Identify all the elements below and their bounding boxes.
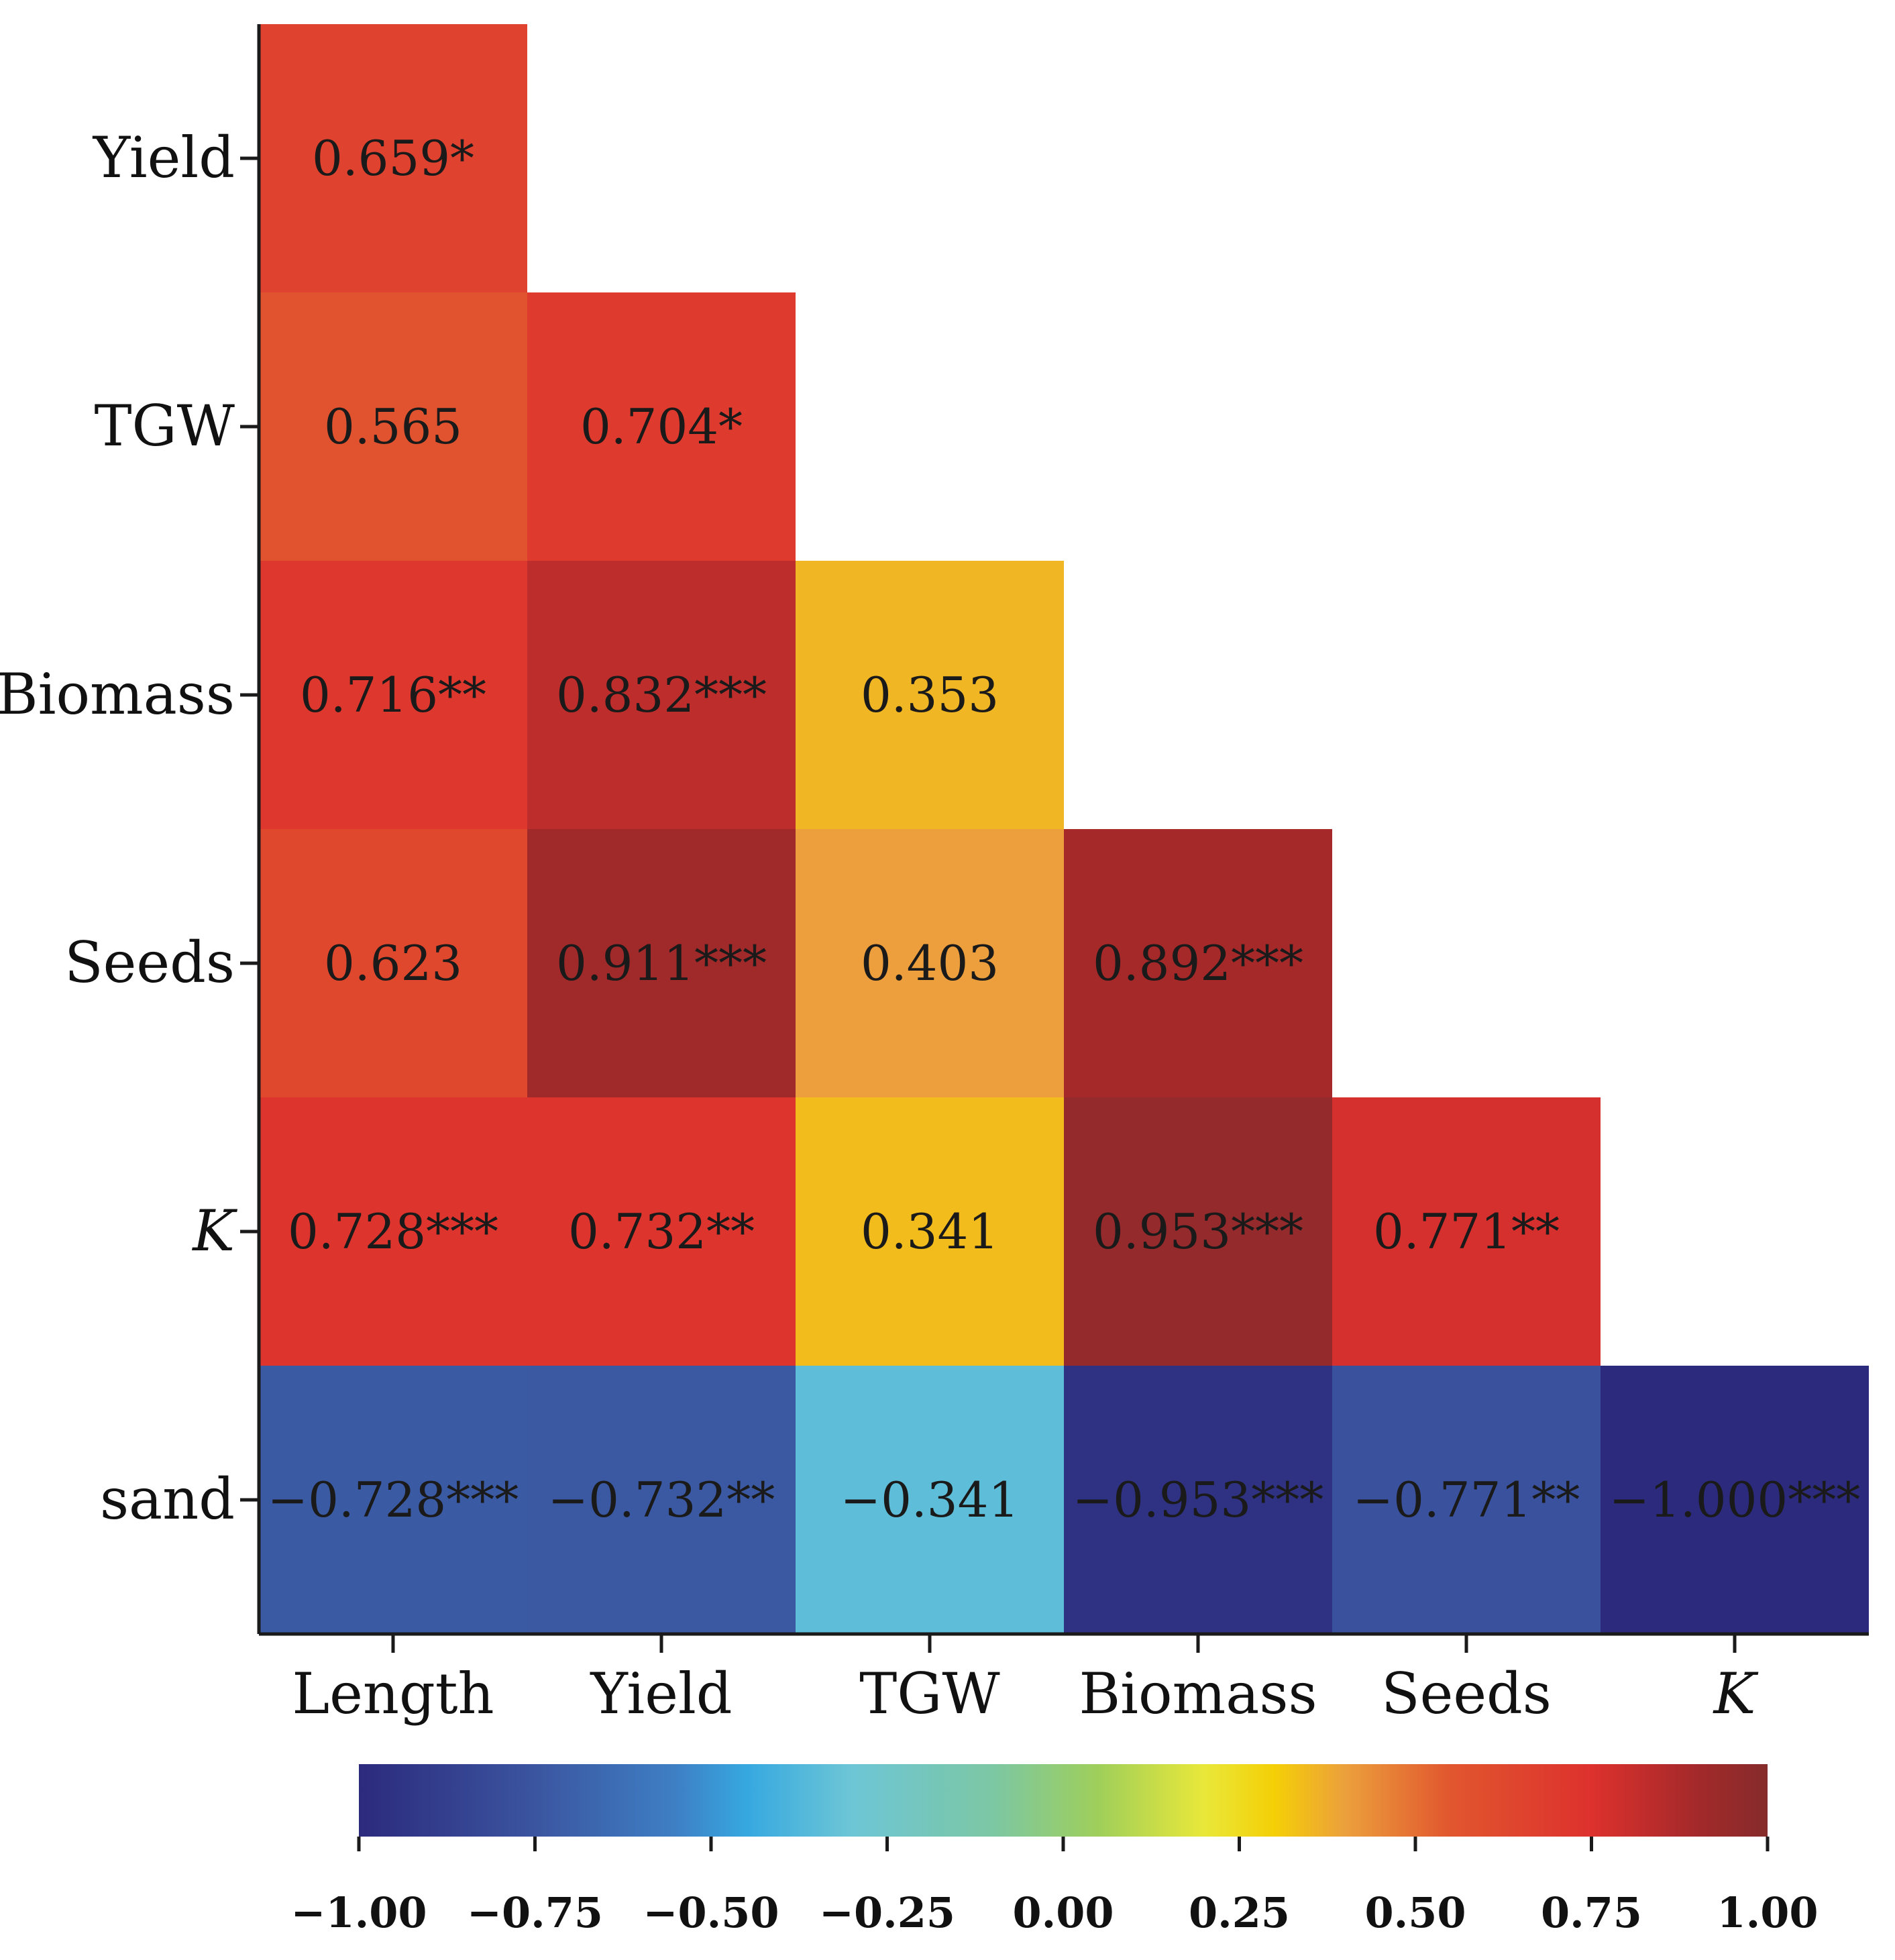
cell-seeds-length-label: 0.623 xyxy=(324,935,462,991)
cell-sand-biomass-label: −0.953*** xyxy=(1073,1472,1323,1528)
x-tick-label-k: K xyxy=(1713,1661,1759,1727)
y-tick-label-yield: Yield xyxy=(93,125,235,190)
cell-k-yield xyxy=(527,1097,796,1366)
y-tick-label-sand: sand xyxy=(100,1466,235,1532)
cell-tgw-length xyxy=(259,292,527,561)
cell-k-tgw-label: 0.341 xyxy=(861,1203,999,1260)
cell-seeds-biomass-label: 0.892*** xyxy=(1093,935,1303,991)
cell-sand-yield xyxy=(527,1366,796,1634)
cell-sand-tgw-label: −0.341 xyxy=(841,1472,1019,1528)
cell-sand-seeds xyxy=(1332,1366,1601,1634)
cell-yield-length-label: 0.659* xyxy=(312,130,474,186)
x-tick-label-biomass: Biomass xyxy=(1079,1661,1317,1727)
cell-biomass-length-label: 0.716** xyxy=(300,667,486,723)
colorbar-tick-label-0: −1.00 xyxy=(291,1888,427,1937)
colorbar-tick-label-3: −0.25 xyxy=(819,1888,955,1937)
cell-seeds-length xyxy=(259,829,527,1097)
cell-sand-k xyxy=(1601,1366,1869,1634)
cell-seeds-tgw xyxy=(796,829,1064,1097)
y-tick-label-biomass: Biomass xyxy=(0,661,235,727)
y-tick-label-k: K xyxy=(191,1198,237,1264)
x-tick-label-tgw: TGW xyxy=(859,1661,1000,1727)
cell-biomass-yield xyxy=(527,561,796,829)
colorbar-tick-label-6: 0.50 xyxy=(1364,1888,1466,1937)
cell-k-biomass xyxy=(1064,1097,1332,1366)
cell-k-length xyxy=(259,1097,527,1366)
cell-sand-tgw xyxy=(796,1366,1064,1634)
cell-seeds-biomass xyxy=(1064,829,1332,1097)
cell-tgw-yield xyxy=(527,292,796,561)
heatmap-axes xyxy=(240,24,1869,1653)
cell-tgw-length-label: 0.565 xyxy=(324,398,462,455)
cell-yield-length xyxy=(259,24,527,292)
cell-seeds-tgw-label: 0.403 xyxy=(861,935,999,991)
cell-k-seeds xyxy=(1332,1097,1601,1366)
cell-k-tgw xyxy=(796,1097,1064,1366)
cell-k-length-label: 0.728*** xyxy=(288,1203,498,1260)
colorbar-tick-label-4: 0.00 xyxy=(1012,1888,1114,1937)
cell-sand-yield-label: −0.732** xyxy=(548,1472,775,1528)
cell-seeds-yield xyxy=(527,829,796,1097)
cell-sand-length xyxy=(259,1366,527,1634)
cell-k-yield-label: 0.732** xyxy=(568,1203,755,1260)
cell-sand-k-label: −1.000*** xyxy=(1609,1472,1860,1528)
colorbar-tick-label-2: −0.50 xyxy=(643,1888,779,1937)
y-tick-label-seeds: Seeds xyxy=(64,930,235,995)
colorbar: −1.00 −0.75 −0.50 −0.25 0.00 0.25 0.50 0.75 1.00 xyxy=(291,1764,1819,1937)
colorbar-tick-label-8: 1.00 xyxy=(1717,1888,1818,1937)
colorbar-tick-label-5: 0.25 xyxy=(1189,1888,1290,1937)
cell-k-seeds-label: 0.771** xyxy=(1373,1203,1560,1260)
cell-sand-biomass xyxy=(1064,1366,1332,1634)
colorbar-tick-label-1: −0.75 xyxy=(467,1888,603,1937)
colorbar-gradient xyxy=(359,1764,1768,1837)
x-tick-label-length: Length xyxy=(292,1661,494,1727)
heatmap-cells: 0.659* 0.565 0.704* 0.716** 0.832*** 0.353 0.6… xyxy=(259,24,1869,1634)
x-tick-label-seeds: Seeds xyxy=(1381,1661,1552,1727)
cell-biomass-yield-label: 0.832*** xyxy=(556,667,767,723)
cell-biomass-tgw-label: 0.353 xyxy=(861,667,999,723)
y-tick-label-tgw: TGW xyxy=(95,393,235,459)
cell-k-biomass-label: 0.953*** xyxy=(1093,1203,1303,1260)
cell-seeds-yield-label: 0.911*** xyxy=(556,935,767,991)
cell-biomass-length xyxy=(259,561,527,829)
cell-sand-seeds-label: −0.771** xyxy=(1353,1472,1580,1528)
cell-sand-length-label: −0.728*** xyxy=(268,1472,519,1528)
cell-biomass-tgw xyxy=(796,561,1064,829)
x-tick-label-yield: Yield xyxy=(590,1661,732,1727)
colorbar-tick-label-7: 0.75 xyxy=(1541,1888,1642,1937)
cell-tgw-yield-label: 0.704* xyxy=(580,398,743,455)
